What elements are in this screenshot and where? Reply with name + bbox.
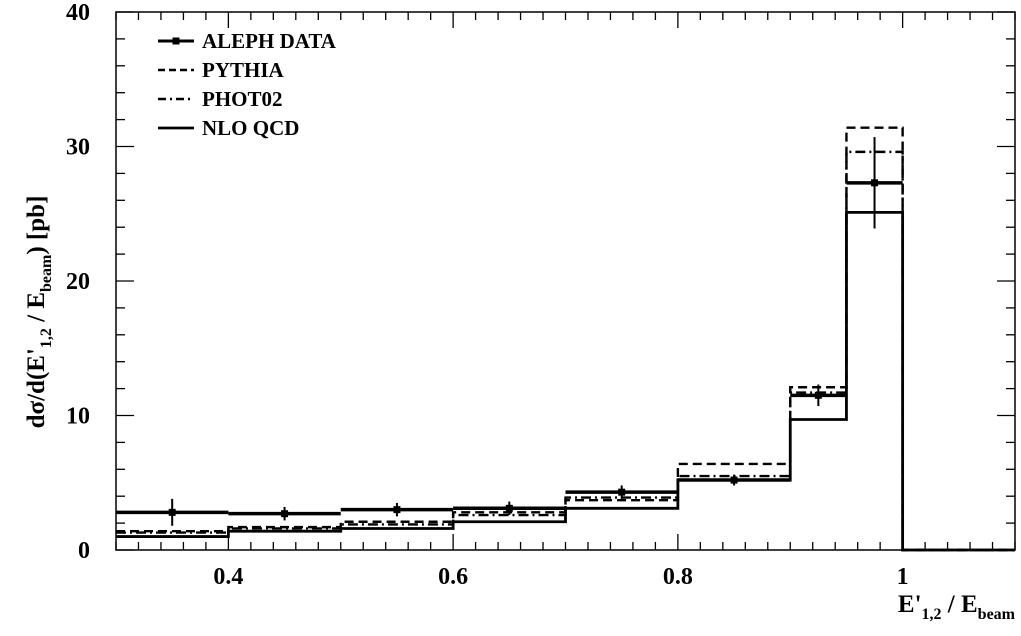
tick-marks [115,11,1016,551]
y-tick-label: 30 [66,135,90,161]
y-tick-label: 40 [66,0,90,26]
y-axis-title: dσ/d(E'1,2 / Ebeam) [pb] [23,196,55,429]
data-point [168,508,176,516]
legend-label-aleph-data: ALEPH DATA [202,29,337,53]
x-tick-label: 0.8 [663,564,693,590]
legend-label-phot02: PHOT02 [202,87,283,111]
x-tick-label: 0.4 [213,564,243,590]
histogram-layer [116,126,1015,552]
data-point [281,510,289,518]
y-tick-label: 20 [66,269,90,295]
data-point [505,504,513,512]
x-tick-label: 1 [897,564,909,590]
data-points-layer [116,137,903,526]
data-point [393,506,401,514]
legend-label-nlo-qcd: NLO QCD [202,116,299,140]
legend: ALEPH DATA PYTHIA PHOT02 NLO QCD [158,29,337,140]
data-point [814,391,822,399]
series-nlo-qcd-line [116,211,1015,552]
data-point [730,476,738,484]
x-axis-title: E'1,2 / Ebeam [898,591,1016,623]
y-tick-label: 10 [66,404,90,430]
data-point [618,488,626,496]
series-pythia-line [116,126,1015,552]
legend-label-pythia: PYTHIA [202,58,285,82]
legend-marker-aleph-data [172,37,180,45]
y-tick-label: 0 [78,538,90,564]
x-tick-label: 0.6 [438,564,468,590]
data-point [871,179,879,187]
